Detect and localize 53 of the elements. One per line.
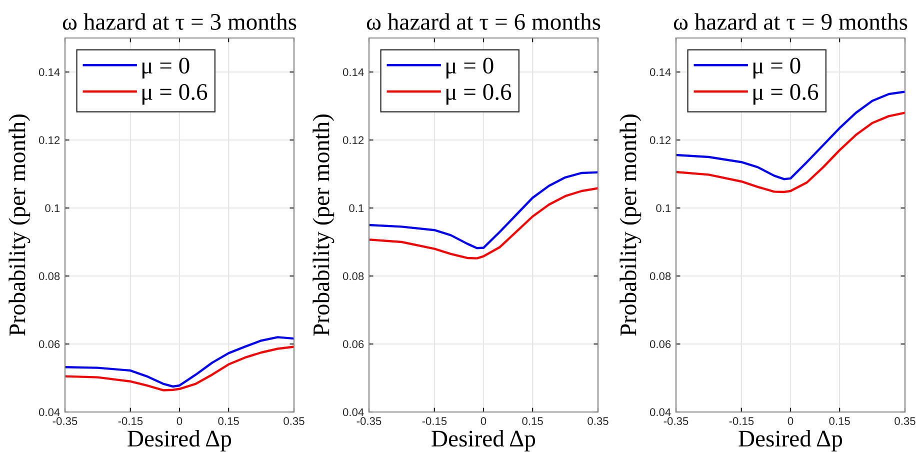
x-tick-label: 0.15 (522, 417, 543, 426)
y-tick-label: 0.08 (650, 272, 671, 280)
legend-label: μ = 0.6 (446, 84, 512, 105)
y-tick-label: 0.1 (45, 204, 60, 212)
legend-label: μ = 0 (446, 58, 494, 78)
x-tick-label: 0.35 (588, 417, 608, 426)
y-axis-title: Probability (per month) (620, 114, 642, 336)
y-tick-label: 0.04 (342, 408, 364, 416)
x-axis-title: Desired Δp (128, 430, 232, 452)
x-axis-title: Desired Δp (738, 430, 842, 452)
line-series (676, 112, 905, 194)
legend-label: μ = 0 (142, 58, 190, 78)
x-tick-label: 0 (176, 417, 182, 426)
y-axis-title: Probability (per month) (8, 114, 30, 336)
y-tick-label: 0.08 (342, 272, 364, 280)
y-tick-label: 0.04 (38, 408, 60, 416)
y-tick-label: 0.06 (38, 340, 60, 348)
y-tick-label: 0.06 (650, 340, 671, 348)
y-tick-label: 0.1 (349, 204, 364, 212)
line-series (65, 336, 294, 388)
legend-label: μ = 0 (753, 58, 800, 78)
legend-label: μ = 0.6 (753, 84, 818, 105)
chart-title: ω hazard at τ = 6 months (366, 13, 600, 30)
x-tick-label: 0.35 (894, 417, 916, 426)
x-axis-title: Desired Δp (432, 430, 536, 452)
x-tick-label: 0.35 (284, 417, 304, 426)
x-tick-label: -0.35 (52, 417, 78, 426)
y-tick-label: 0.12 (342, 136, 364, 144)
legend-label: μ = 0.6 (142, 84, 208, 105)
y-axis-title: Probability (per month) (312, 114, 334, 336)
x-tick-label: -0.15 (422, 417, 447, 426)
x-tick-label: -0.35 (664, 417, 688, 426)
line-series (369, 187, 598, 260)
chart-title: ω hazard at τ = 3 months (62, 13, 296, 30)
y-tick-label: 0.1 (656, 204, 671, 212)
y-tick-label: 0.12 (650, 136, 671, 144)
x-tick-label: 0 (788, 417, 794, 426)
x-tick-label: -0.15 (118, 417, 143, 426)
line-series (369, 171, 598, 250)
y-tick-label: 0.12 (38, 136, 60, 144)
chart-title: ω hazard at τ = 9 months (674, 13, 908, 30)
x-tick-label: 0.15 (829, 417, 850, 426)
x-tick-label: -0.15 (729, 417, 754, 426)
y-tick-label: 0.06 (342, 340, 364, 348)
y-tick-label: 0.14 (342, 68, 364, 76)
y-tick-label: 0.14 (38, 68, 60, 76)
x-tick-label: -0.35 (356, 417, 382, 426)
x-tick-label: 0.15 (218, 417, 239, 426)
line-series (65, 346, 294, 392)
x-tick-label: 0 (480, 417, 486, 426)
y-tick-label: 0.14 (650, 68, 671, 76)
y-tick-label: 0.08 (38, 272, 60, 280)
y-tick-label: 0.04 (650, 408, 671, 416)
